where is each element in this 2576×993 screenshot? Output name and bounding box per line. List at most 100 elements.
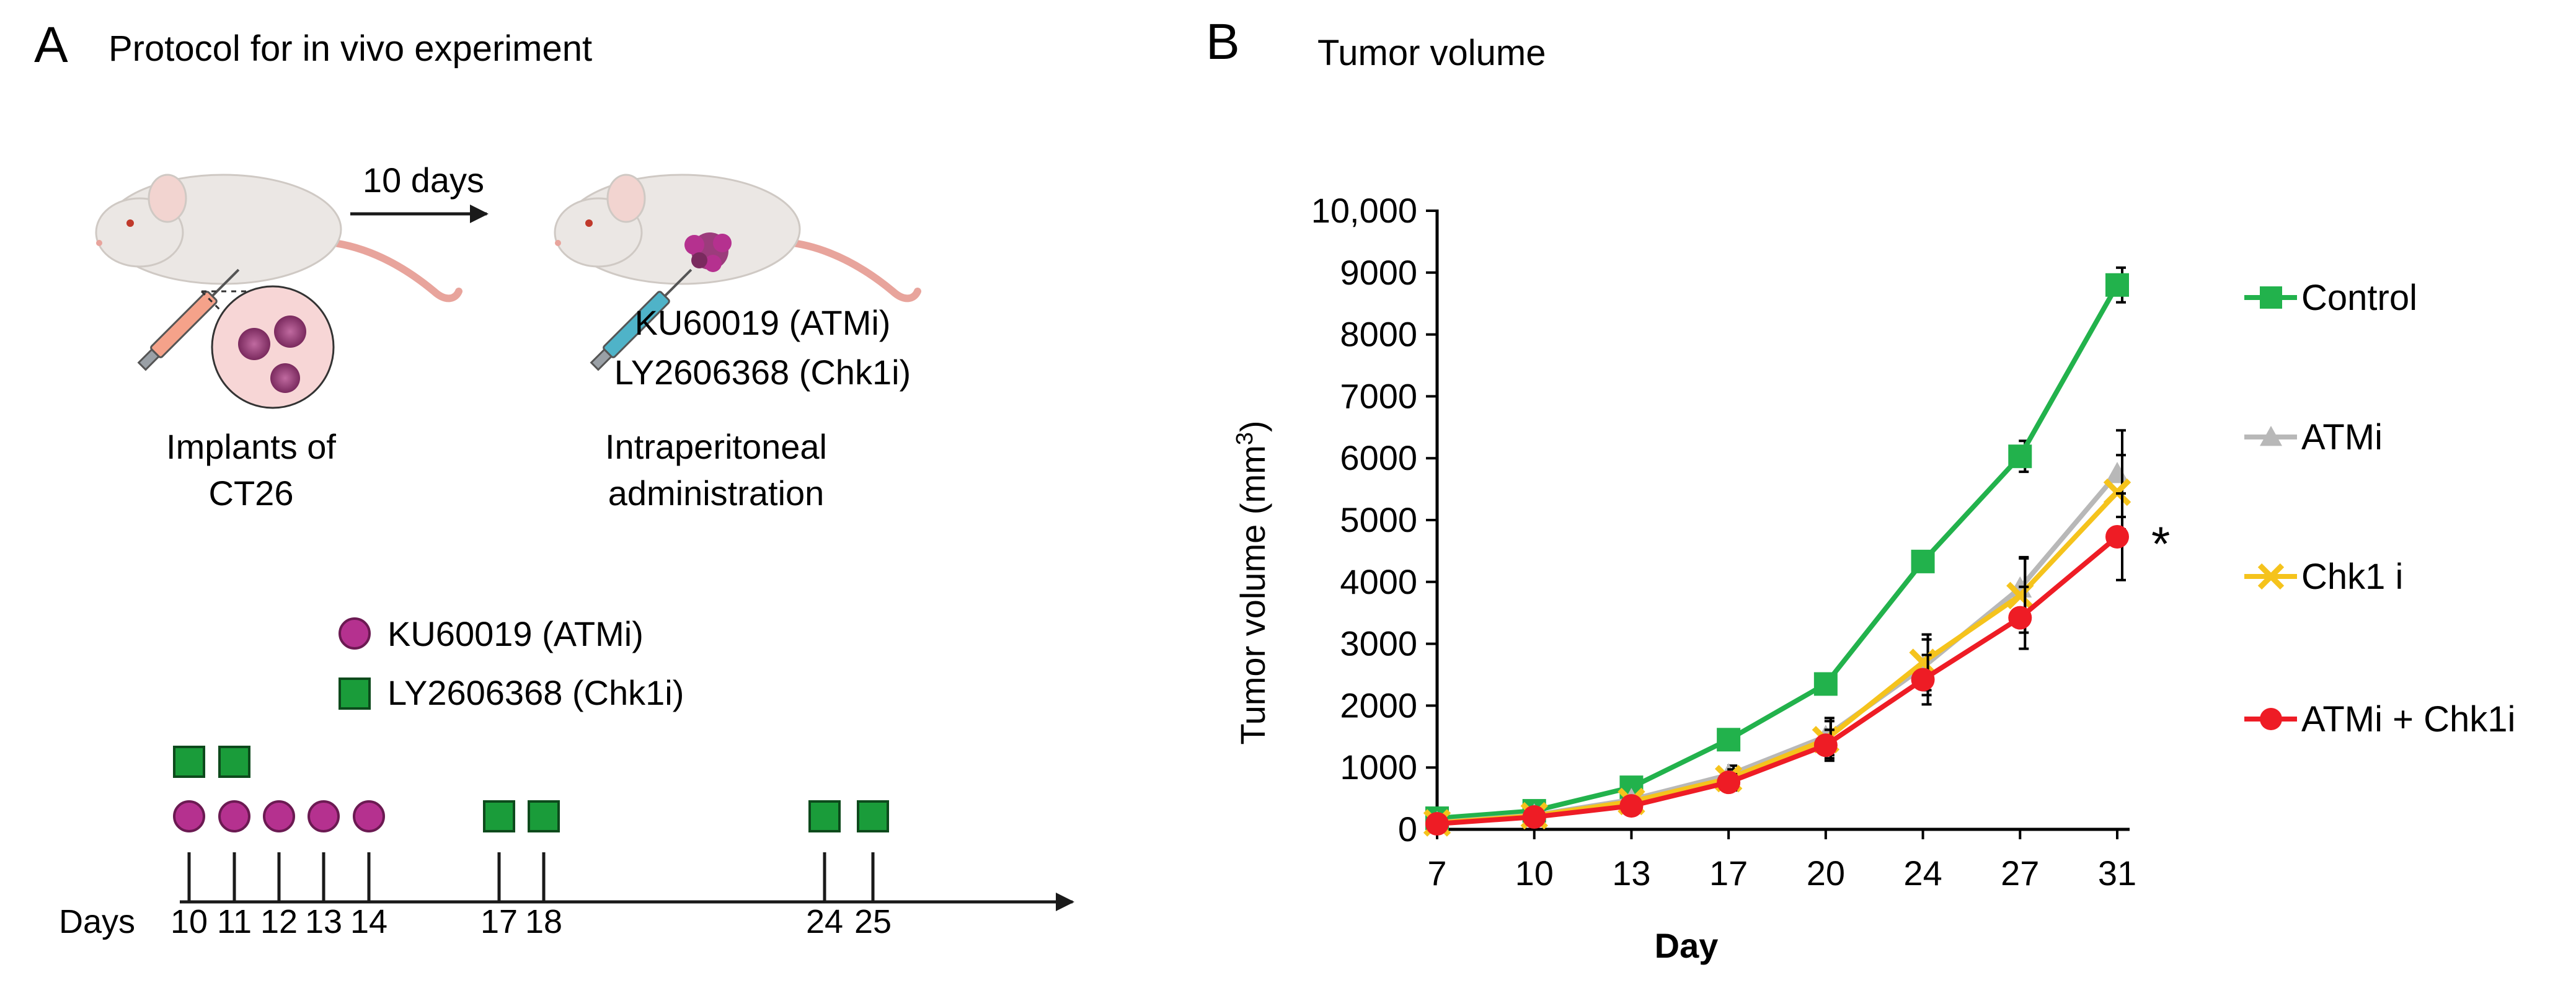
atmi-dose-marker (218, 800, 250, 832)
data-point (1717, 728, 1741, 752)
legend-atmi-circle (339, 617, 371, 650)
data-point (1911, 668, 1935, 692)
chart-title: Tumor volume (1317, 33, 1546, 73)
legend-item: Chk1 i (2244, 557, 2403, 597)
data-point (1911, 549, 1935, 573)
implant-label-line-1: Implants of (166, 427, 336, 466)
mouse-implant-illustration (95, 174, 463, 409)
chk1i-dose-marker (483, 800, 515, 832)
panel-b: B Tumor volume Tumor volume (mm3) Day 0 1… (1206, 14, 2515, 965)
chart-legend: Control ATMi Chk1 i ATMi + Chk1i (2244, 278, 2515, 739)
x-tick-label: 10 (1515, 854, 1554, 893)
atmi-dose-marker (308, 800, 340, 832)
atmi-dose-marker (353, 800, 385, 832)
series-line (1436, 283, 2120, 821)
y-tick-label: 7000 (1340, 376, 1417, 415)
x-tick-label: 24 (1903, 854, 1942, 893)
tumor-cell-icon (274, 316, 306, 348)
line-chart-plot: 0 1000 2000 3000 4000 5000 6000 7000 8000 9000 10,… (1311, 191, 2171, 893)
legend-atmi-label: KU60019 (ATMi) (387, 614, 644, 653)
timeline-day-label: 17 (480, 903, 518, 940)
legend-item: ATMi + Chk1i (2244, 699, 2515, 739)
schedule-legend: KU60019 (ATMi) LY2606368 (Chk1i) (339, 614, 684, 712)
cell-magnifier (211, 285, 335, 409)
x-tick-label: 7 (1427, 854, 1446, 893)
implant-label-line-2: CT26 (209, 474, 294, 513)
timeline-day-label: 10 (170, 903, 208, 940)
y-tick-label: 2000 (1340, 686, 1417, 725)
series-line (1436, 534, 2119, 827)
data-point (2008, 606, 2032, 630)
tumor-cell-icon (270, 363, 300, 393)
y-tick-label: 9000 (1340, 253, 1417, 292)
panel-a-title: Protocol for in vivo experiment (108, 29, 592, 69)
atmi-dose-marker (173, 800, 205, 832)
mouse-nose (96, 240, 102, 246)
data-point (2105, 524, 2129, 549)
legend-label: Control (2301, 278, 2417, 318)
drug-line-1: KU60019 (ATMi) (635, 303, 891, 342)
chk1i-dose-marker (173, 746, 205, 778)
y-tick-label: 0 (1398, 810, 1417, 849)
mouse-eye (126, 219, 134, 227)
mouse-ear (606, 174, 646, 223)
mouse-ear (148, 174, 187, 223)
series-atmi (1425, 429, 2129, 832)
y-tick-label: 5000 (1340, 500, 1417, 539)
x-tick-label: 13 (1612, 854, 1650, 893)
legend-label: ATMi (2301, 417, 2383, 457)
data-point (2105, 273, 2129, 297)
arrow-label: 10 days (363, 161, 484, 200)
legend-label: Chk1 i (2301, 557, 2403, 597)
chk1i-dose-marker (857, 800, 889, 832)
timeline-axis-label: Days (59, 903, 135, 940)
data-point (1522, 805, 1546, 829)
data-point (1717, 770, 1741, 795)
admin-label-line-2: administration (608, 474, 825, 513)
legend-marker (2260, 286, 2282, 309)
syringe-blue-icon (590, 268, 693, 371)
tumor-mass-icon (684, 232, 732, 272)
timeline-day-label: 11 (217, 903, 252, 940)
legend-chk1i-square (339, 677, 371, 710)
y-tick-label: 10,000 (1311, 191, 1417, 230)
timeline-day-label: 12 (260, 903, 298, 940)
data-point (2008, 444, 2032, 469)
timeline-day-label: 25 (854, 903, 892, 940)
y-tick-label: 6000 (1340, 438, 1417, 477)
x-tick-label: 27 (2001, 854, 2039, 893)
panel-a: A Protocol for in vivo experiment (34, 17, 1074, 940)
chk1i-dose-marker (218, 746, 250, 778)
timeline-day-label: 14 (350, 903, 387, 940)
data-point (1813, 672, 1838, 696)
y-tick-label: 3000 (1340, 624, 1417, 663)
chk1i-dose-marker (808, 800, 841, 832)
y-tick-label: 8000 (1340, 315, 1417, 354)
data-point (2105, 462, 2129, 483)
legend-marker (2260, 708, 2282, 730)
x-tick-label: 17 (1709, 854, 1748, 893)
series-line (1436, 490, 2119, 826)
data-point (1425, 812, 1449, 836)
mouse-eye (585, 219, 593, 227)
syringe-orange-icon (137, 268, 240, 371)
chk1i-dose-marker (528, 800, 560, 832)
timeline-day-label: 18 (525, 903, 562, 940)
series-chk1-i (1423, 454, 2131, 837)
legend-marker (2260, 426, 2282, 446)
series-control (1425, 266, 2129, 831)
legend-item: Control (2244, 278, 2417, 318)
mouse-treatment-illustration (554, 174, 921, 371)
y-tick-label: 1000 (1340, 748, 1417, 787)
x-axis-label: Day (1655, 926, 1719, 965)
data-point (1813, 733, 1838, 757)
legend-chk1i-label: LY2606368 (Chk1i) (387, 673, 684, 712)
y-axis-label: Tumor volume (mm3) (1232, 420, 1272, 744)
tumor-cell-icon (238, 328, 270, 360)
panel-a-letter: A (34, 17, 68, 73)
data-point (1619, 794, 1644, 818)
legend-label: ATMi + Chk1i (2301, 699, 2515, 739)
series-atmi-chk1i (1425, 492, 2129, 836)
admin-label-line-1: Intraperitoneal (605, 427, 827, 466)
